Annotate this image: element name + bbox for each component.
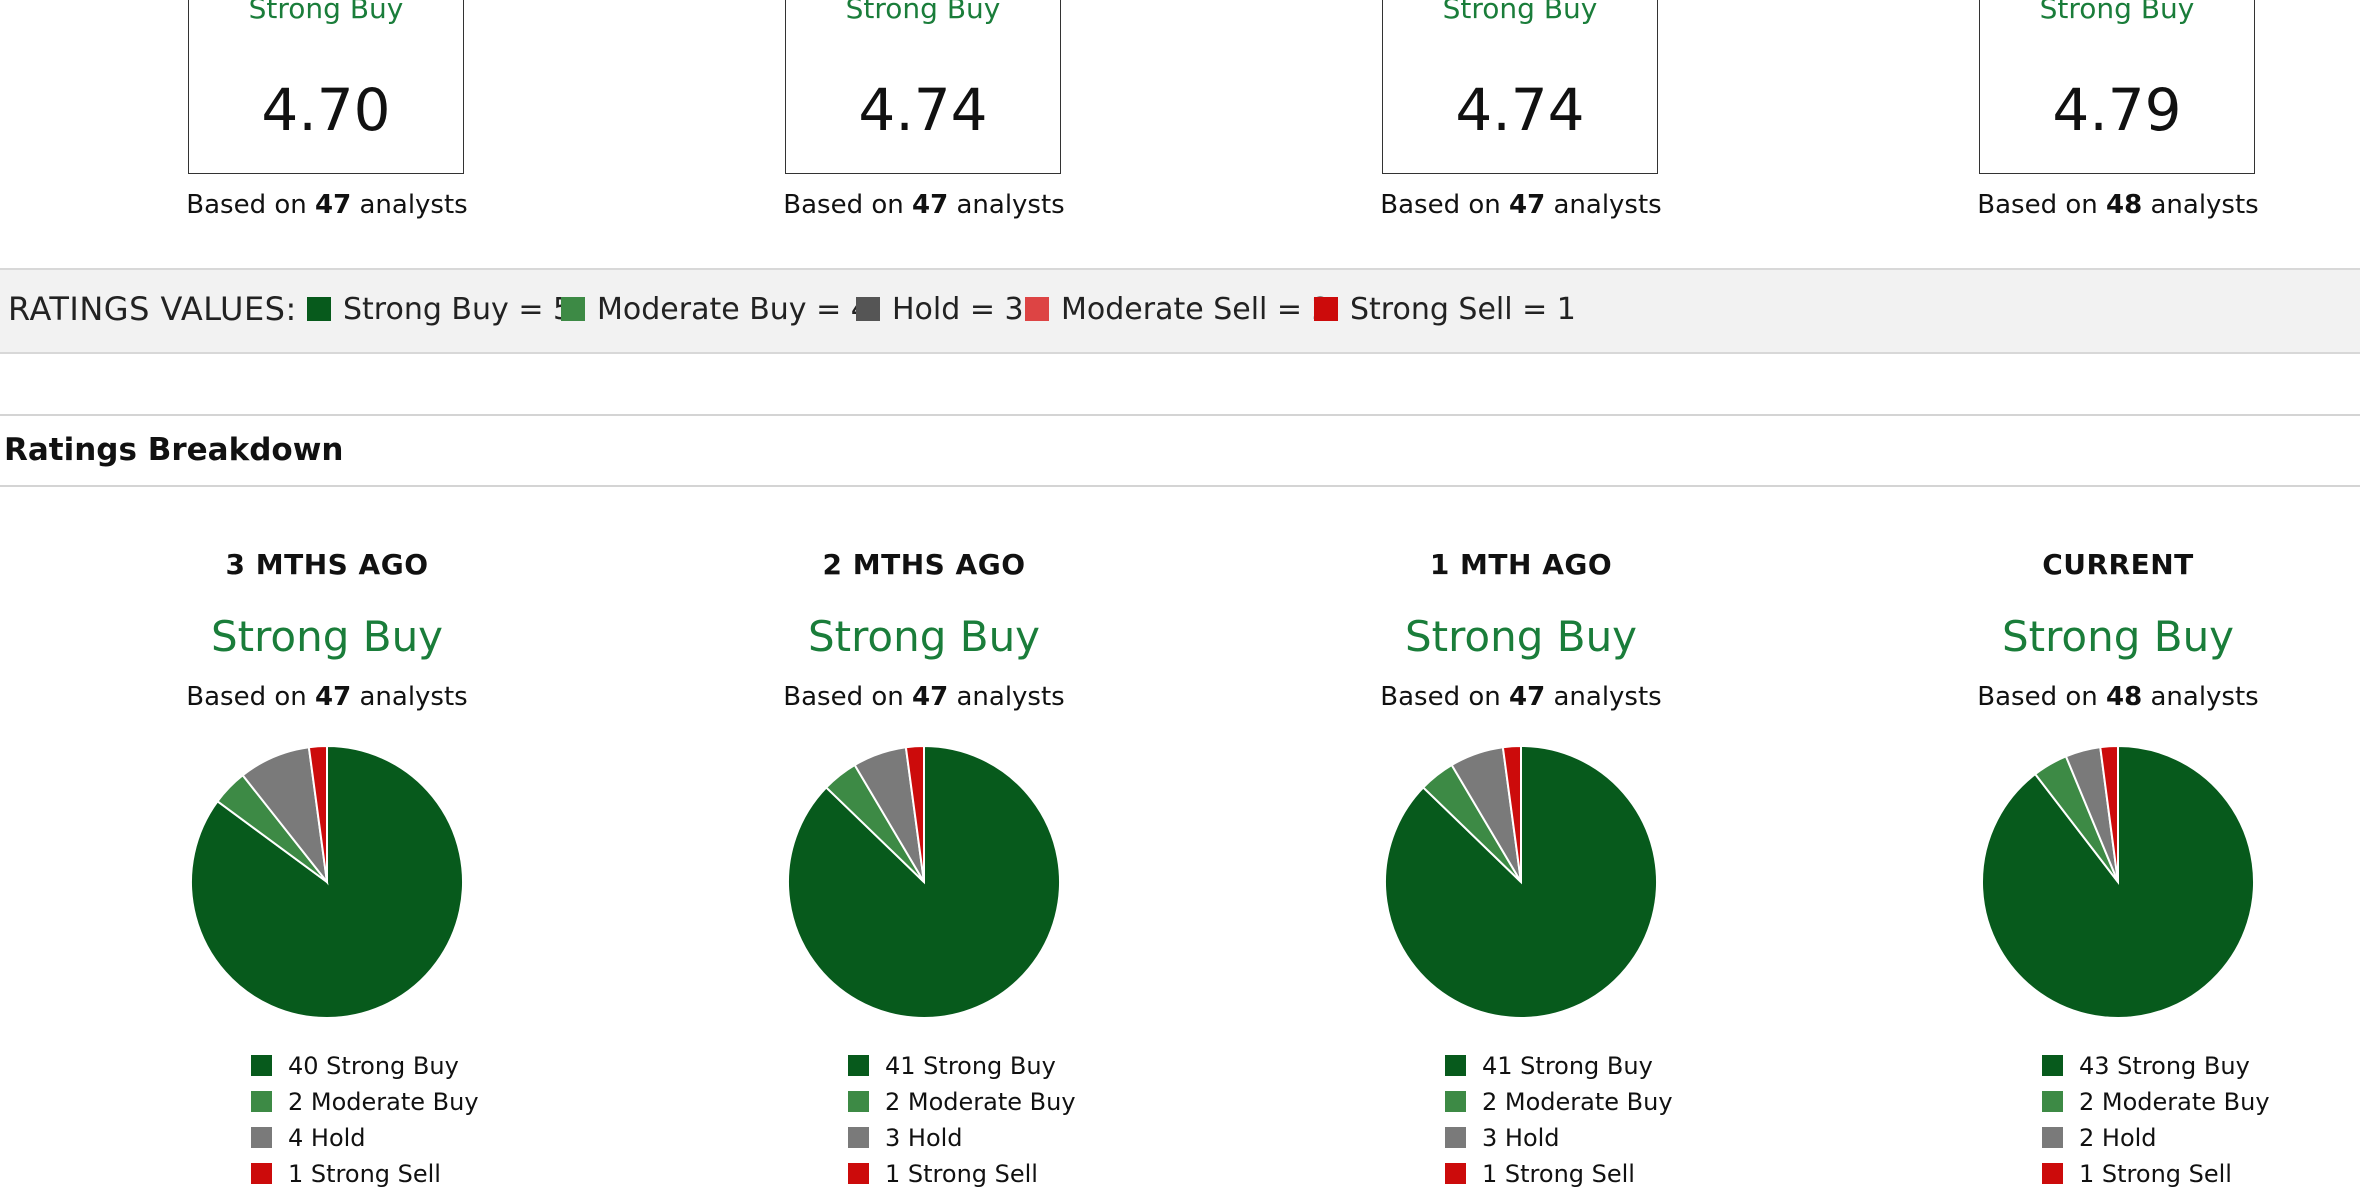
consensus-score: 4.79 (2052, 76, 2182, 144)
consensus-rating: Strong Buy (845, 0, 1001, 25)
analyst-count-text: Based on 47 analysts (783, 682, 1065, 712)
color-swatch (561, 297, 585, 321)
period-rating: Strong Buy (210, 612, 444, 661)
legend-item: 4 Hold (251, 1126, 479, 1162)
period-name: 2 MTHS AGO (822, 548, 1026, 581)
analyst-count-text: Based on 47 analysts (1380, 682, 1662, 712)
score-box: Strong Buy 4.74 (785, 0, 1061, 174)
breakdown-period: CURRENT Strong Buy Based on 48 analysts … (1818, 548, 2360, 1186)
color-swatch (251, 1163, 272, 1184)
consensus-score: 4.74 (1455, 76, 1585, 144)
period-name: CURRENT (2042, 548, 2194, 581)
ratings-values-title: RATINGS VALUES: (8, 290, 297, 328)
color-swatch (2042, 1091, 2063, 1112)
ratings-pie-chart (787, 744, 1061, 1019)
legend-item: 2 Hold (2042, 1126, 2270, 1162)
color-swatch (1314, 297, 1338, 321)
analyst-count-text: Based on 48 analysts (1977, 190, 2259, 220)
pie-legend: 41 Strong Buy 2 Moderate Buy 3 Hold 1 St… (1445, 1054, 1673, 1198)
color-swatch (848, 1055, 869, 1076)
color-swatch (251, 1055, 272, 1076)
divider (0, 485, 2360, 487)
legend-item: 1 Strong Sell (251, 1162, 479, 1198)
legend-item: 2 Moderate Buy (1445, 1090, 1673, 1126)
color-swatch (848, 1163, 869, 1184)
color-swatch (2042, 1163, 2063, 1184)
ratings-pie-chart (190, 744, 464, 1019)
rating-value-item: Strong Buy = 5 (307, 292, 572, 327)
ratings-values-bar: RATINGS VALUES: Strong Buy = 5 Moderate … (0, 268, 2360, 354)
legend-item: 2 Moderate Buy (848, 1090, 1076, 1126)
legend-item: 1 Strong Sell (1445, 1162, 1673, 1198)
slice-strong-sell (2099, 744, 2119, 883)
rating-value-item: Moderate Sell = 2 (1025, 292, 1331, 327)
color-swatch (1025, 297, 1049, 321)
pie-legend: 40 Strong Buy 2 Moderate Buy 4 Hold 1 St… (251, 1054, 479, 1198)
period-name: 1 MTH AGO (1429, 548, 1613, 581)
rating-value-item: Hold = 3 (856, 292, 1024, 327)
analyst-count-text: Based on 47 analysts (186, 682, 468, 712)
color-swatch (1445, 1055, 1466, 1076)
section-title: Ratings Breakdown (4, 432, 344, 468)
color-swatch (2042, 1055, 2063, 1076)
period-name: 3 MTHS AGO (225, 548, 429, 581)
color-swatch (1445, 1091, 1466, 1112)
consensus-score: 4.74 (858, 76, 988, 144)
consensus-rating: Strong Buy (1442, 0, 1598, 25)
legend-item: 40 Strong Buy (251, 1054, 479, 1090)
score-box: Strong Buy 4.74 (1382, 0, 1658, 174)
period-rating: Strong Buy (2001, 612, 2235, 661)
rating-value-item: Moderate Buy = 4 (561, 292, 870, 327)
legend-item: 41 Strong Buy (848, 1054, 1076, 1090)
breakdown-period: 2 MTHS AGO Strong Buy Based on 47 analys… (624, 548, 1224, 1186)
color-swatch (848, 1127, 869, 1148)
divider (0, 414, 2360, 416)
score-box: Strong Buy 4.70 (188, 0, 464, 174)
slice-strong-sell (904, 744, 925, 883)
pie-legend: 43 Strong Buy 2 Moderate Buy 2 Hold 1 St… (2042, 1054, 2270, 1198)
consensus-score: 4.70 (261, 76, 391, 144)
color-swatch (2042, 1127, 2063, 1148)
slice-strong-sell (307, 744, 328, 883)
pie-legend: 41 Strong Buy 2 Moderate Buy 3 Hold 1 St… (848, 1054, 1076, 1198)
color-swatch (307, 297, 331, 321)
breakdown-period: 1 MTH AGO Strong Buy Based on 47 analyst… (1221, 548, 1821, 1186)
legend-item: 2 Moderate Buy (251, 1090, 479, 1126)
legend-item: 3 Hold (848, 1126, 1076, 1162)
analyst-count-text: Based on 48 analysts (1977, 682, 2259, 712)
breakdown-period: 3 MTHS AGO Strong Buy Based on 47 analys… (27, 548, 627, 1186)
period-rating: Strong Buy (807, 612, 1041, 661)
score-box: Strong Buy 4.79 (1979, 0, 2255, 174)
legend-item: 2 Moderate Buy (2042, 1090, 2270, 1126)
consensus-rating: Strong Buy (2039, 0, 2195, 25)
analyst-count-text: Based on 47 analysts (186, 190, 468, 220)
analyst-count-text: Based on 47 analysts (1380, 190, 1662, 220)
legend-item: 43 Strong Buy (2042, 1054, 2270, 1090)
color-swatch (251, 1127, 272, 1148)
color-swatch (856, 297, 880, 321)
ratings-pie-chart (1981, 744, 2255, 1019)
color-swatch (1445, 1163, 1466, 1184)
legend-item: 3 Hold (1445, 1126, 1673, 1162)
analyst-count-text: Based on 47 analysts (783, 190, 1065, 220)
legend-item: 1 Strong Sell (2042, 1162, 2270, 1198)
legend-item: 1 Strong Sell (848, 1162, 1076, 1198)
color-swatch (251, 1091, 272, 1112)
ratings-pie-chart (1384, 744, 1658, 1019)
consensus-rating: Strong Buy (248, 0, 404, 25)
legend-item: 41 Strong Buy (1445, 1054, 1673, 1090)
color-swatch (1445, 1127, 1466, 1148)
color-swatch (848, 1091, 869, 1112)
period-rating: Strong Buy (1404, 612, 1638, 661)
slice-strong-sell (1501, 744, 1522, 883)
rating-value-item: Strong Sell = 1 (1314, 292, 1576, 327)
